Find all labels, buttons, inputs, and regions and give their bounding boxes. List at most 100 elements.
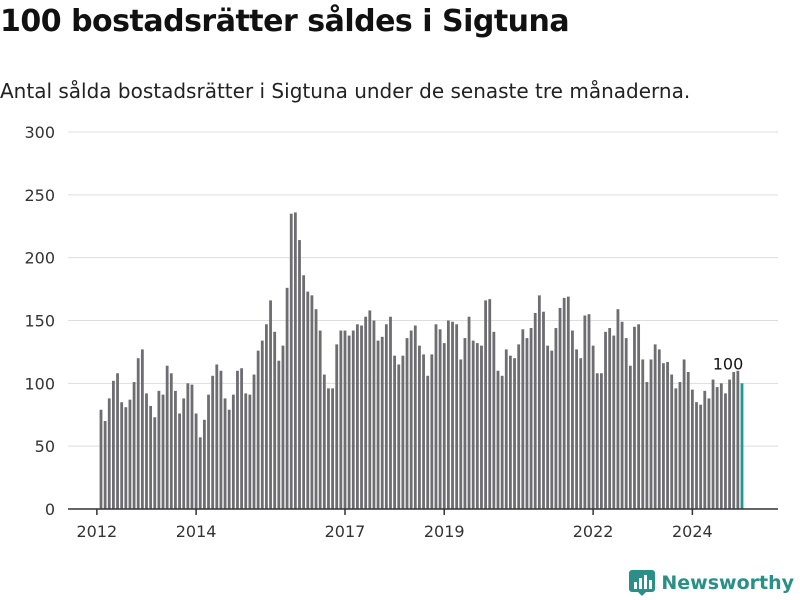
bar [157,390,161,509]
bar [244,393,248,509]
bar [306,291,310,509]
bar [550,350,554,509]
bar [608,328,612,509]
bar [475,343,479,509]
bar [637,324,641,509]
bar [231,394,235,509]
bar [310,295,314,509]
bar [252,374,256,509]
bar [686,372,690,509]
bar [380,336,384,509]
bar [339,330,343,509]
bar [707,398,711,509]
bar [219,370,223,509]
x-tick-label: 2012 [77,522,118,541]
bar [471,340,475,509]
bar [215,364,219,509]
bar [293,212,297,509]
bar [318,330,322,509]
data-label: 100 [713,354,744,373]
bar [227,409,231,509]
bar [533,312,537,509]
bar [463,338,467,509]
bar [107,398,111,509]
bar [517,344,521,509]
bar [103,421,107,509]
bar [322,374,326,509]
page-subtitle: Antal sålda bostadsrätter i Sigtuna unde… [0,79,691,103]
bar [161,394,165,509]
bar [480,345,483,509]
bar [509,355,512,509]
bar [558,307,562,509]
bar [455,324,459,509]
bar [355,324,359,509]
bar [633,326,636,509]
bar [670,374,674,509]
bar [368,310,372,509]
bar [182,398,186,509]
bar [467,316,471,509]
bar [194,413,198,509]
bar [260,340,264,509]
bar [662,363,665,509]
bar [736,370,740,509]
bar [364,316,368,509]
bar [566,296,570,509]
bar [537,295,541,509]
bar [116,373,119,509]
bar [575,349,578,509]
bar [314,309,318,509]
bar [372,320,376,509]
bar [484,300,487,509]
bar [624,338,628,509]
brand-logo: Newsworthy [629,570,794,596]
bar [302,275,306,509]
y-tick-label: 150 [24,312,55,331]
bar [666,361,669,509]
bar [595,373,599,509]
bar [699,404,703,509]
bar [616,309,620,509]
bar [343,330,347,509]
bar [327,388,330,509]
bar [571,330,574,509]
y-tick-label: 50 [35,437,55,456]
y-tick-label: 250 [24,186,55,205]
bar [285,287,289,509]
bar [459,359,463,509]
bar [451,321,454,509]
bar [446,320,450,509]
bar [145,393,148,509]
bar [347,335,351,509]
bar [587,314,591,509]
bar [628,365,632,509]
bar [198,437,202,509]
bar [591,345,595,509]
bar [604,331,607,509]
bar [657,349,661,509]
bar [120,402,124,509]
bar [269,300,272,509]
bar [393,355,397,509]
bar [583,315,587,509]
bar [174,390,177,509]
bar [719,383,723,509]
bar [169,373,173,509]
bar [240,368,244,509]
bar [504,349,508,509]
bar [724,393,727,509]
y-tick-label: 300 [24,123,55,142]
bar [434,324,438,509]
bar [728,379,731,509]
x-tick-label: 2019 [424,522,465,541]
bar [384,324,388,509]
bar [128,399,132,509]
bar [674,388,678,509]
bar [413,325,417,509]
bar [496,370,500,509]
bar [165,365,169,509]
bar [442,343,446,509]
bar [703,390,707,509]
bar [211,375,215,509]
